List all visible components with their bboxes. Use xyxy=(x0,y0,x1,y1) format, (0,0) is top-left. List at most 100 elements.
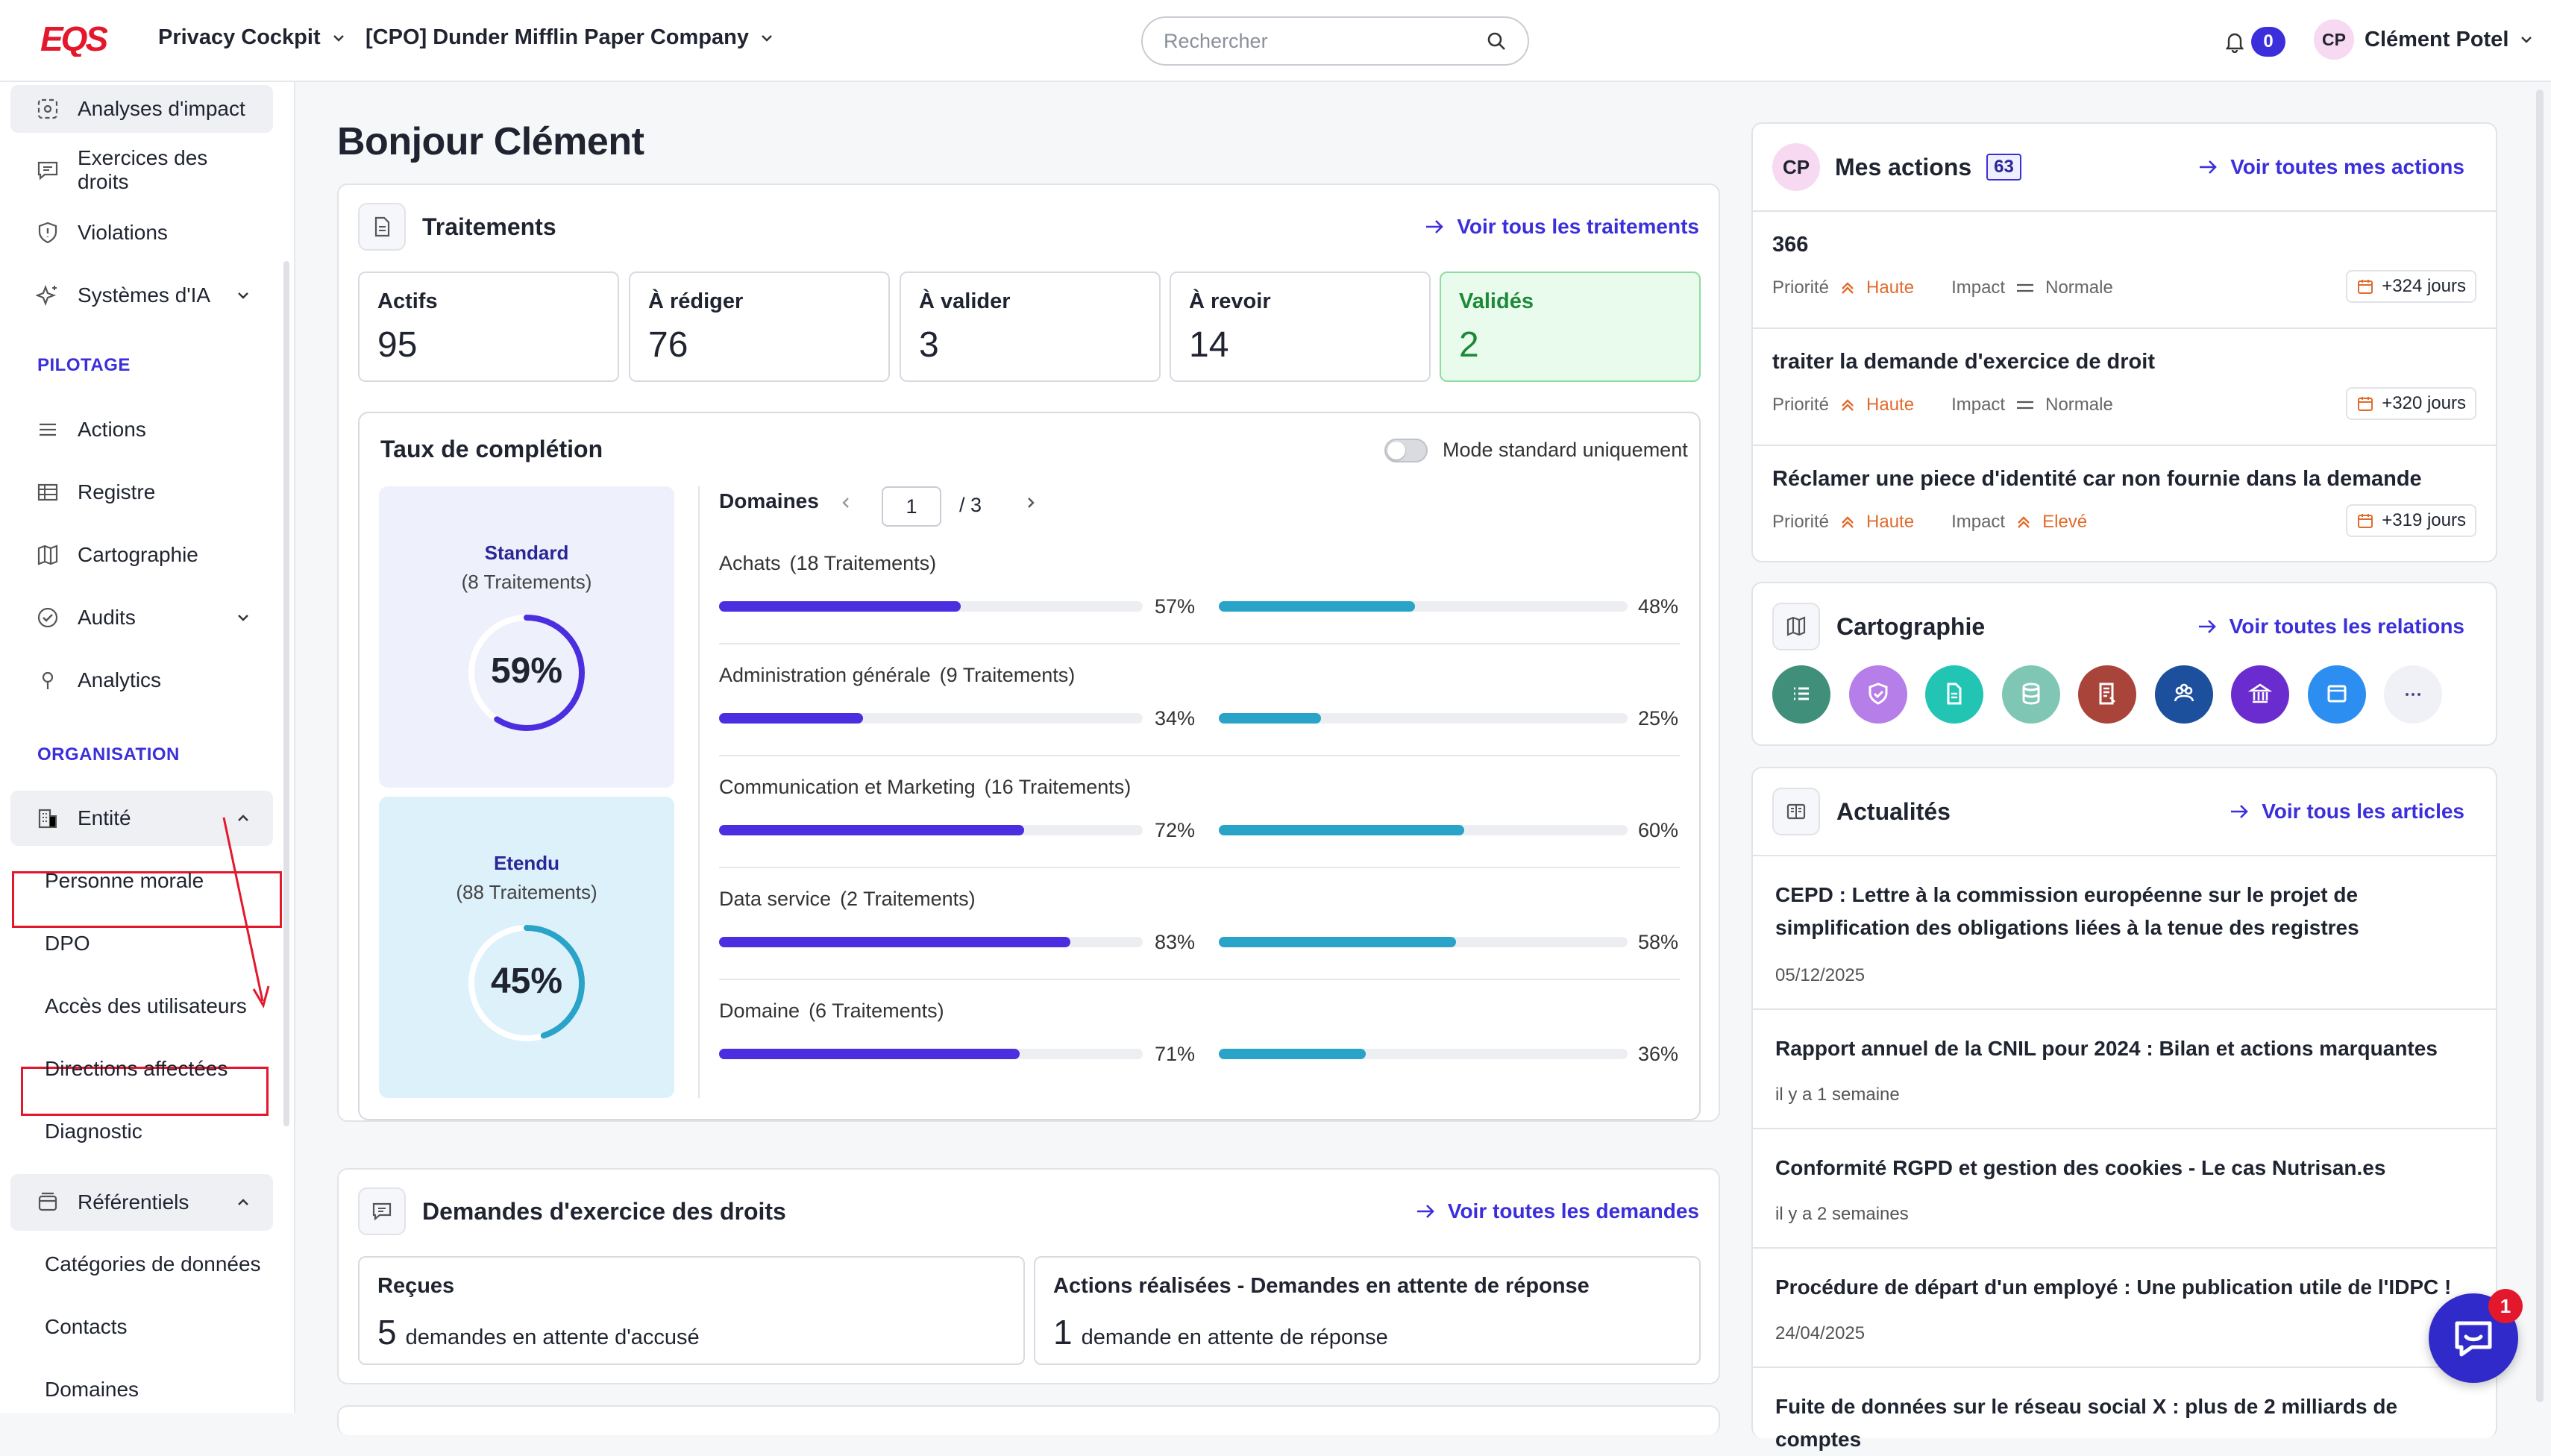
sidebar-item-analytics[interactable]: Analytics xyxy=(10,656,273,704)
stat-a-valider[interactable]: À valider 3 xyxy=(900,272,1161,382)
news-item[interactable]: Fuite de données sur le réseau social X … xyxy=(1753,1366,2496,1456)
standard-pct-label: 71% xyxy=(1155,1043,1196,1065)
page-input[interactable]: 1 xyxy=(882,486,941,527)
chevron-right-icon[interactable] xyxy=(1023,495,1038,510)
actualites-title: Actualités xyxy=(1836,797,1951,825)
voir-relations-link[interactable]: Voir toutes les relations xyxy=(2197,615,2464,638)
window-icon[interactable] xyxy=(2307,665,2366,724)
standard-pct-label: 72% xyxy=(1155,819,1196,841)
bank-icon[interactable] xyxy=(2231,665,2289,724)
stat-valides[interactable]: Validés 2 xyxy=(1440,272,1701,382)
database-icon[interactable] xyxy=(2001,665,2060,724)
domain-name: Administration générale xyxy=(719,664,931,686)
svg-text:EQS: EQS xyxy=(40,21,107,57)
domain-row[interactable]: Communication et Marketing (16 Traitement… xyxy=(719,776,1680,799)
calendar-icon xyxy=(2356,512,2374,530)
chevron-down-icon xyxy=(2521,37,2532,43)
shield-check-icon[interactable] xyxy=(1848,665,1907,724)
list-icon[interactable] xyxy=(1772,665,1830,724)
company-menu[interactable]: [CPO] Dunder Mifflin Paper Company xyxy=(365,25,774,50)
sidebar-item-label: Cartographie xyxy=(78,543,198,566)
traitements-header: Traitements xyxy=(358,203,556,251)
divider xyxy=(698,486,700,1098)
impact-value: Normale xyxy=(2045,395,2113,415)
news-date: il y a 2 semaines xyxy=(1775,1204,1909,1224)
notifications[interactable]: 0 xyxy=(2224,27,2285,57)
sidebar-item-registre[interactable]: Registre xyxy=(10,468,273,516)
etendu-pct-label: 58% xyxy=(1638,931,1679,953)
stat-value: 95 xyxy=(377,325,418,365)
news-item[interactable]: Rapport annuel de la CNIL pour 2024 : Bi… xyxy=(1753,1008,2496,1128)
document-icon[interactable] xyxy=(1925,665,1983,724)
chat-launcher-button[interactable]: 1 xyxy=(2429,1289,2523,1383)
standard-pct: 59% xyxy=(490,651,563,691)
section-organisation: ORGANISATION xyxy=(37,744,180,765)
domain-row[interactable]: Data service (2 Traitements) xyxy=(719,888,1680,911)
sidebar-item-referentiels[interactable]: Référentiels xyxy=(10,1174,273,1231)
chevron-left-icon[interactable] xyxy=(838,495,853,510)
stat-actifs[interactable]: Actifs 95 xyxy=(358,272,619,382)
etendu-progress-bar xyxy=(1219,713,1628,724)
action-item[interactable]: traiter la demande d'exercice de droit Pr… xyxy=(1753,327,2496,445)
news-item[interactable]: CEPD : Lettre à la commission européenne… xyxy=(1753,855,2496,1008)
sidebar-item-ia[interactable]: Systèmes d'IA xyxy=(10,272,273,319)
stat-a-rediger[interactable]: À rédiger 76 xyxy=(629,272,890,382)
sidebar-item-label: Analytics xyxy=(78,668,162,691)
product-menu[interactable]: Privacy Cockpit xyxy=(158,25,346,50)
etendu-progress-bar xyxy=(1219,937,1628,947)
impact-value: Normale xyxy=(2045,277,2113,298)
map-icon xyxy=(34,542,61,568)
people-icon[interactable] xyxy=(2154,665,2213,724)
domain-row[interactable]: Administration générale (9 Traitements) xyxy=(719,664,1680,687)
etendu-pct-label: 36% xyxy=(1638,1043,1679,1065)
sidebar-sub-directions[interactable]: Directions affectées xyxy=(45,1057,228,1080)
news-item[interactable]: Procédure de départ d'un employé : Une p… xyxy=(1753,1247,2496,1366)
action-item[interactable]: Réclamer une piece d'identité car non fo… xyxy=(1753,445,2496,562)
sidebar-sub-dpo[interactable]: DPO xyxy=(45,932,90,955)
voir-traitements-link[interactable]: Voir tous les traitements xyxy=(1424,215,1699,239)
page-scrollbar[interactable] xyxy=(2536,90,2544,1402)
sidebar-item-entite[interactable]: Entité xyxy=(10,791,273,846)
action-item[interactable]: 366 Priorité Haute Impact Normale +324 jours xyxy=(1753,210,2496,327)
news-title: Conformité RGPD et gestion des cookies -… xyxy=(1775,1156,2386,1179)
search-icon[interactable] xyxy=(1486,31,1507,51)
sidebar-item-actions[interactable]: Actions xyxy=(10,406,273,454)
sidebar-sub-acces-utilisateurs[interactable]: Accès des utilisateurs xyxy=(45,994,247,1017)
link-label: Voir toutes les demandes xyxy=(1447,1199,1699,1223)
report-icon[interactable] xyxy=(2078,665,2136,724)
user-menu[interactable]: CP Clément Potel xyxy=(2314,19,2534,60)
voir-demandes-link[interactable]: Voir toutes les demandes xyxy=(1415,1199,1699,1223)
arrow-right-icon xyxy=(2200,160,2218,174)
voir-actions-link[interactable]: Voir toutes mes actions xyxy=(2197,155,2464,179)
demandes-recues[interactable]: Reçues 5 demandes en attente d'accusé xyxy=(358,1256,1025,1365)
sidebar-item-analyses[interactable]: Analyses d'impact xyxy=(10,85,273,133)
page-total: / 3 xyxy=(959,494,982,516)
search-input[interactable] xyxy=(1164,29,1486,53)
standard-progress-fill xyxy=(719,937,1071,947)
sidebar-sub-personne-morale[interactable]: Personne morale xyxy=(45,869,204,892)
chevron-down-icon xyxy=(333,34,344,42)
sidebar-item-audits[interactable]: Audits xyxy=(10,594,273,641)
more-icon[interactable] xyxy=(2384,665,2442,724)
sidebar-item-violations[interactable]: Violations xyxy=(10,209,273,257)
sidebar-sub-contacts[interactable]: Contacts xyxy=(45,1315,128,1338)
stat-a-revoir[interactable]: À revoir 14 xyxy=(1170,272,1431,382)
due-badge: +320 jours xyxy=(2346,387,2476,420)
voir-articles-link[interactable]: Voir tous les articles xyxy=(2229,800,2464,823)
domain-row[interactable]: Achats (18 Traitements) xyxy=(719,552,1680,575)
domain-row[interactable]: Domaine (6 Traitements) xyxy=(719,1000,1680,1023)
news-item[interactable]: Conformité RGPD et gestion des cookies -… xyxy=(1753,1128,2496,1247)
sidebar-sub-domaines[interactable]: Domaines xyxy=(45,1378,139,1401)
eqs-logo[interactable]: EQS xyxy=(40,21,107,57)
sidebar-scrollbar[interactable] xyxy=(283,261,289,1126)
action-meta: Priorité Haute Impact Normale xyxy=(1772,395,2113,415)
sidebar-sub-diagnostic[interactable]: Diagnostic xyxy=(45,1120,142,1143)
standard-mode-toggle[interactable] xyxy=(1384,439,1428,462)
sidebar-sub-categories[interactable]: Catégories de données xyxy=(45,1252,261,1275)
calendar-icon xyxy=(2356,395,2374,412)
arrow-right-icon xyxy=(2198,620,2216,633)
sidebar-item-exercices[interactable]: Exercices des droits xyxy=(10,140,273,200)
impact-label: Impact xyxy=(1951,277,2006,298)
sidebar-item-cartographie[interactable]: Cartographie xyxy=(10,531,273,579)
demandes-actions[interactable]: Actions réalisées - Demandes en attente … xyxy=(1034,1256,1701,1365)
